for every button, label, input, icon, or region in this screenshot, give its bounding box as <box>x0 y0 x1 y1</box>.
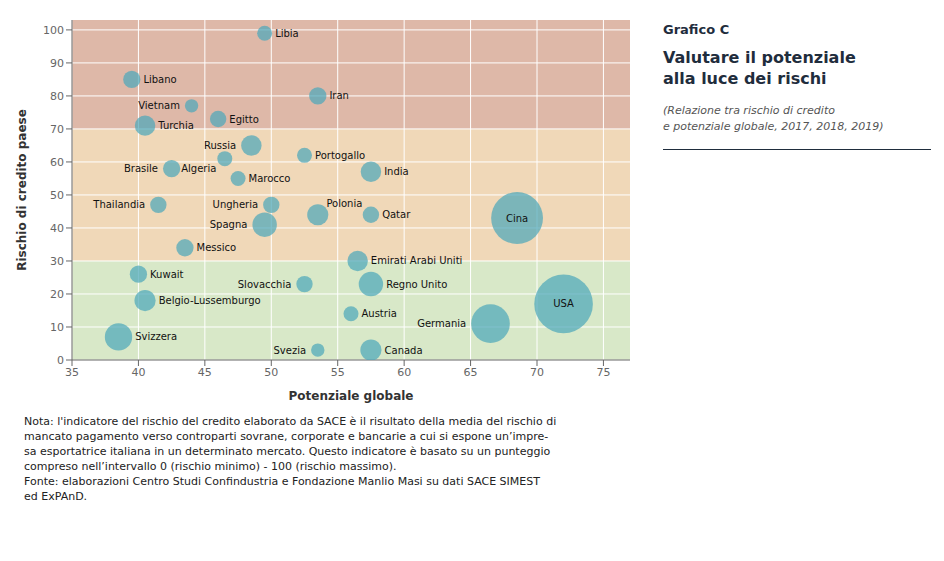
svg-text:Kuwait: Kuwait <box>150 269 183 280</box>
svg-text:Libia: Libia <box>275 28 299 39</box>
svg-text:70: 70 <box>50 123 64 136</box>
svg-text:Marocco: Marocco <box>249 173 291 184</box>
svg-text:45: 45 <box>198 366 212 379</box>
svg-text:60: 60 <box>397 366 411 379</box>
svg-text:Egitto: Egitto <box>229 114 258 125</box>
svg-text:Canada: Canada <box>385 345 423 356</box>
svg-text:40: 40 <box>131 366 145 379</box>
svg-text:Svezia: Svezia <box>274 345 307 356</box>
svg-text:30: 30 <box>50 255 64 268</box>
svg-text:40: 40 <box>50 222 64 235</box>
svg-text:Belgio-Lussemburgo: Belgio-Lussemburgo <box>159 295 261 306</box>
svg-text:Ungheria: Ungheria <box>213 199 259 210</box>
html-text:alla luce dei rischi: alla luce dei rischi <box>663 69 827 88</box>
svg-text:55: 55 <box>331 366 345 379</box>
svg-text:35: 35 <box>65 366 79 379</box>
svg-text:75: 75 <box>596 366 610 379</box>
html-text:mancato pagamento verso contro: mancato pagamento verso controparti sovr… <box>24 430 549 443</box>
svg-text:10: 10 <box>50 321 64 334</box>
svg-text:50: 50 <box>50 189 64 202</box>
html-text:Grafico C: Grafico C <box>663 22 730 37</box>
svg-text:Slovacchia: Slovacchia <box>238 279 292 290</box>
svg-text:India: India <box>384 166 409 177</box>
svg-text:Portogallo: Portogallo <box>315 150 365 161</box>
svg-text:Thailandia: Thailandia <box>92 199 145 210</box>
html-text:Valutare il potenziale: Valutare il potenziale <box>663 48 856 67</box>
svg-text:Russia: Russia <box>204 140 236 151</box>
svg-text:Algeria: Algeria <box>181 163 216 174</box>
html-text:compreso nell’intervallo 0 (ri: compreso nell’intervallo 0 (rischio mini… <box>24 460 397 473</box>
html-text:sa esportatrice italiana in un: sa esportatrice italiana in un determina… <box>24 445 551 458</box>
svg-text:Potenziale globale: Potenziale globale <box>289 389 414 403</box>
svg-text:70: 70 <box>530 366 544 379</box>
svg-text:Messico: Messico <box>197 242 237 253</box>
svg-text:90: 90 <box>50 57 64 70</box>
svg-text:Spagna: Spagna <box>210 219 248 230</box>
svg-text:Iran: Iran <box>329 90 349 101</box>
svg-text:65: 65 <box>464 366 478 379</box>
html-text:e potenziale globale, 2017, 20: e potenziale globale, 2017, 2018, 2019) <box>663 120 884 133</box>
html-text:ed ExPAnD.: ed ExPAnD. <box>24 490 88 503</box>
svg-text:Vietnam: Vietnam <box>138 100 180 111</box>
svg-text:50: 50 <box>264 366 278 379</box>
html-text:(Relazione tra rischio di cred: (Relazione tra rischio di credito <box>663 104 835 117</box>
svg-text:Regno Unito: Regno Unito <box>386 279 447 290</box>
svg-text:Libano: Libano <box>143 74 176 85</box>
svg-text:0: 0 <box>57 354 64 367</box>
html-text:Fonte: elaborazioni Centro Stu: Fonte: elaborazioni Centro Studi Confind… <box>24 475 540 488</box>
svg-text:Emirati Arabi Uniti: Emirati Arabi Uniti <box>371 255 462 266</box>
svg-text:USA: USA <box>553 298 574 309</box>
svg-text:Svizzera: Svizzera <box>135 331 177 342</box>
svg-text:Polonia: Polonia <box>326 198 362 209</box>
svg-text:Qatar: Qatar <box>382 209 411 220</box>
svg-text:60: 60 <box>50 156 64 169</box>
svg-text:Germania: Germania <box>417 318 466 329</box>
svg-text:Cina: Cina <box>506 213 528 224</box>
svg-text:20: 20 <box>50 288 64 301</box>
svg-text:Rischio di credito paese: Rischio di credito paese <box>15 109 29 271</box>
svg-text:80: 80 <box>50 90 64 103</box>
svg-text:Brasile: Brasile <box>124 163 158 174</box>
html-text:Nota: l'indicatore del rischio: Nota: l'indicatore del rischio del credi… <box>24 415 557 428</box>
svg-text:100: 100 <box>43 24 64 37</box>
svg-text:Turchia: Turchia <box>157 120 194 131</box>
svg-text:Austria: Austria <box>361 308 396 319</box>
